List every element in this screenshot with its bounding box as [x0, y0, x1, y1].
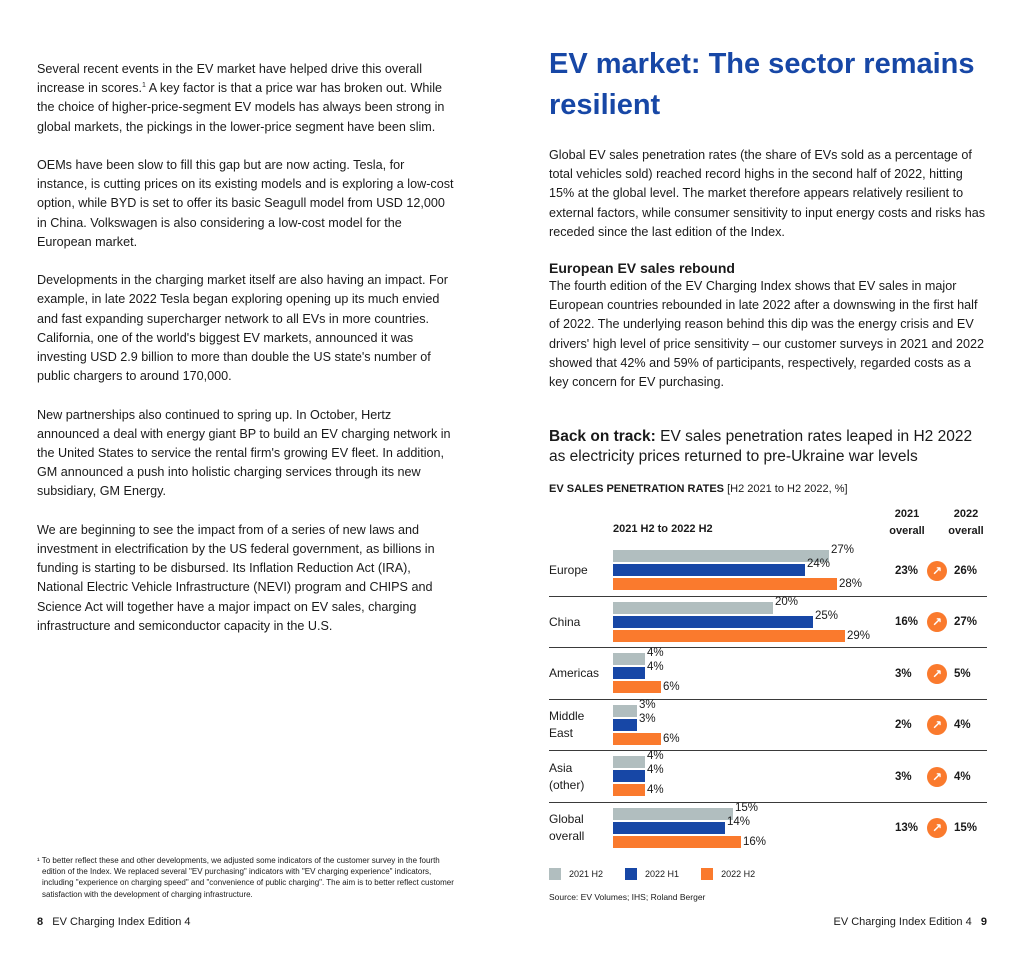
chart-source: Source: EV Volumes; IHS; Roland Berger: [549, 892, 706, 902]
row-label: Global overall: [549, 812, 585, 844]
bar-value-label: 16%: [743, 835, 767, 848]
overall-2021-value: 3%: [895, 667, 912, 680]
row-label: Europe: [549, 563, 588, 578]
overall-2022-value: 4%: [954, 719, 971, 732]
overall-2022-value: 5%: [954, 667, 971, 680]
bar-2021-h2: [613, 550, 829, 562]
overall-2022-value: 27%: [954, 616, 978, 629]
overall-2021-value: 16%: [895, 616, 919, 629]
row-separator: [549, 647, 987, 648]
arrow-up-right-icon: ↗: [927, 663, 947, 684]
bar-2021-h2: [613, 653, 645, 665]
chart-legend: 2021 H2 2022 H1 2022 H2: [549, 868, 777, 880]
arrow-up-right-icon: ↗: [927, 715, 947, 736]
bar-2021-h2: [613, 756, 645, 768]
paragraph-1: Several recent events in the EV market h…: [37, 62, 445, 134]
bar-2021-h2: [613, 601, 773, 614]
left-column: Several recent events in the EV market h…: [37, 60, 457, 655]
overall-2022-header: 2022 overall: [948, 508, 984, 537]
intro-paragraph: Global EV sales penetration rates (the s…: [549, 148, 986, 239]
bar-value-label: 4%: [647, 750, 664, 762]
page-footer-right: EV Charging Index Edition 4 9: [834, 916, 988, 928]
bar-value-label: 4%: [647, 661, 664, 673]
right-column: EV market: The sector remains resilient …: [549, 44, 987, 496]
bar-value-label: 6%: [663, 681, 680, 693]
footnote-text: ¹ To better reflect these and other deve…: [37, 856, 454, 899]
bar-value-label: 4%: [647, 784, 664, 796]
legend-swatch: [701, 868, 714, 880]
bar-value-label: 4%: [647, 647, 664, 659]
bar-2022-h1: [613, 615, 813, 628]
overall-2021-value: 3%: [895, 770, 912, 783]
bar-value-label: 3%: [639, 698, 656, 711]
legend-swatch: [549, 868, 561, 880]
overall-2021-value: 13%: [895, 822, 919, 835]
bar-value-label: 24%: [807, 558, 831, 570]
row-label: Asia (other): [549, 760, 585, 792]
bar-value-label: 3%: [639, 712, 656, 725]
bar-2022-h2: [613, 784, 645, 796]
chart-group-header: 2021 H2 to 2022 H2: [613, 523, 713, 535]
section-paragraph: The fourth edition of the EV Charging In…: [549, 279, 985, 390]
bar-value-label: 29%: [847, 629, 871, 642]
footnote-ref: 1: [142, 82, 146, 90]
bar-2021-h2: [613, 704, 637, 717]
paragraph-4: New partnerships also continued to sprin…: [37, 407, 451, 499]
legend-swatch: [625, 868, 638, 880]
overall-2022-value: 4%: [954, 770, 971, 783]
arrow-up-right-icon: ↗: [927, 612, 947, 633]
section-subhead: European EV sales rebound: [549, 260, 735, 277]
bar-2022-h2: [613, 732, 661, 745]
footer-title-right: EV Charging Index Edition 4: [833, 916, 972, 928]
bar-value-label: 4%: [647, 764, 664, 776]
arrow-up-right-icon: ↗: [927, 560, 947, 581]
page-number-right: 9: [980, 916, 987, 928]
paragraph-3: Developments in the charging market itse…: [37, 273, 448, 384]
paragraph-2: OEMs have been slow to fill this gap but…: [37, 158, 454, 249]
row-label: Middle East: [549, 709, 585, 741]
bar-2022-h1: [613, 821, 725, 834]
bar-value-label: 25%: [815, 609, 839, 622]
legend-item-2021-h2: 2021 H2: [549, 868, 603, 880]
arrow-up-right-icon: ↗: [927, 818, 947, 839]
row-separator: [549, 801, 987, 803]
overall-2022-value: 15%: [954, 822, 978, 835]
page-title: EV market: The sector remains resilient: [549, 48, 975, 121]
bar-2022-h2: [613, 629, 845, 642]
chart-headline: Back on track: EV sales penetration rate…: [549, 428, 973, 466]
bar-2022-h1: [613, 564, 805, 576]
bar-value-label: 27%: [831, 544, 855, 556]
bar-2022-h2: [613, 681, 661, 693]
bar-2021-h2: [613, 807, 733, 820]
row-separator: [549, 595, 987, 597]
row-separator: [549, 750, 987, 751]
penetration-rate-chart: 2021 H2 to 2022 H2 2021 overall 2022 ove…: [549, 500, 987, 870]
bar-2022-h2: [613, 578, 837, 590]
bar-2022-h1: [613, 718, 637, 731]
overall-2022-value: 26%: [954, 564, 978, 577]
bar-2022-h1: [613, 770, 645, 782]
row-separator: [549, 698, 987, 700]
paragraph-5: We are beginning to see the impact from …: [37, 522, 435, 633]
overall-2021-value: 23%: [895, 564, 919, 577]
bar-value-label: 20%: [775, 595, 799, 608]
page-number-left: 8: [37, 916, 44, 928]
arrow-up-right-icon: ↗: [927, 766, 947, 787]
legend-item-2022-h1: 2022 H1: [625, 868, 679, 880]
overall-2021-header: 2021 overall: [889, 508, 925, 537]
footer-title-left: EV Charging Index Edition 4: [52, 916, 191, 928]
bar-value-label: 14%: [727, 815, 751, 828]
bar-value-label: 28%: [839, 578, 863, 590]
chart-subtitle: EV SALES PENETRATION RATES [H2 2021 to H…: [549, 483, 848, 496]
overall-2021-value: 2%: [895, 719, 912, 732]
legend-item-2022-h2: 2022 H2: [701, 868, 755, 880]
bar-2022-h2: [613, 835, 741, 848]
page-footer-left: 8 EV Charging Index Edition 4: [37, 916, 191, 928]
footnote: ¹ To better reflect these and other deve…: [37, 855, 462, 900]
bar-value-label: 6%: [663, 732, 680, 745]
row-label: Americas: [549, 666, 600, 681]
bar-2022-h1: [613, 667, 645, 679]
bar-value-label: 15%: [735, 801, 759, 814]
row-label: China: [549, 614, 581, 629]
